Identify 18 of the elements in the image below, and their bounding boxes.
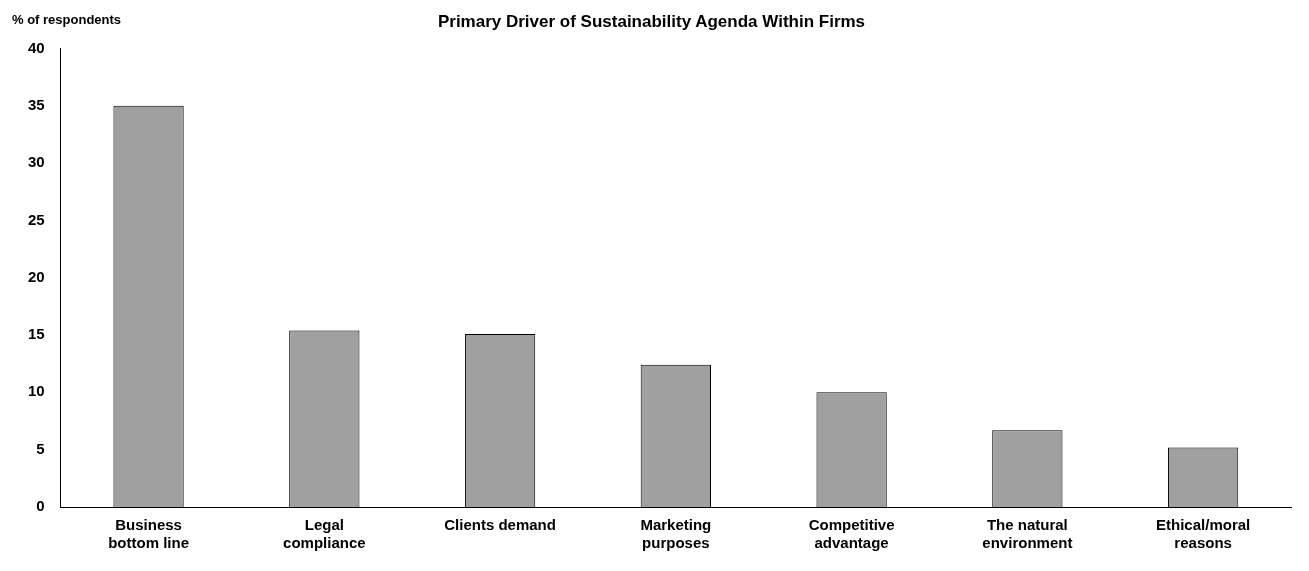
x-tick-label: Marketing purposes [640,516,712,552]
x-tick-label: Competitive advantage [808,516,895,552]
x-tick-label: Business bottom line [108,516,189,552]
chart-title: Primary Driver of Sustainability Agenda Within Firms [437,11,866,31]
x-tick-label: Legal compliance [283,516,366,552]
x-tick-label: Ethical/moral reasons [1156,516,1251,552]
y-tick-label: 10 [28,382,45,400]
x-tick-label: Clients demand [444,516,556,534]
y-tick-label: 35 [28,95,45,113]
x-tick-label: The natural environment [982,516,1073,552]
y-tick-label: 25 [28,210,45,228]
y-axis-title: % of respondents [12,11,122,27]
y-tick-label: 5 [36,439,45,457]
y-tick-label: 15 [28,325,45,343]
y-tick-label: 20 [28,267,45,285]
y-tick-label: 30 [28,153,45,171]
y-tick-label: 40 [28,38,45,56]
y-tick-label: 0 [36,497,45,515]
